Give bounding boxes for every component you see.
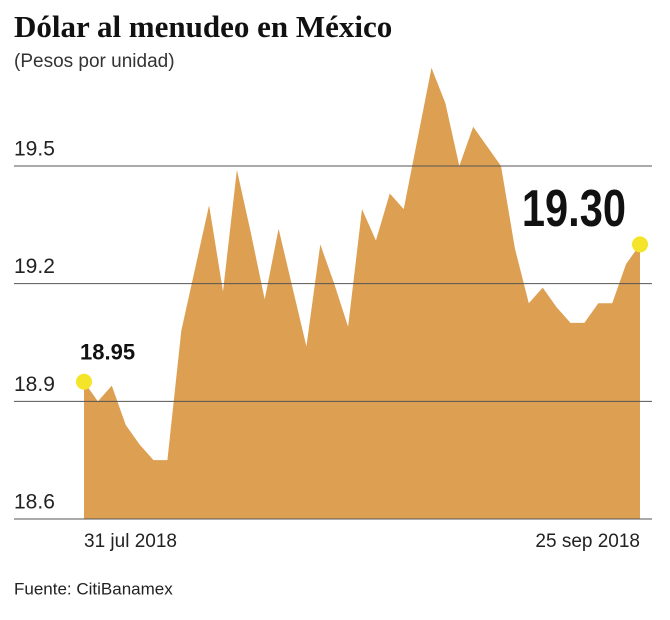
chart-subtitle: (Pesos por unidad) [14, 51, 175, 72]
area [84, 67, 640, 519]
y-tick-label: 19.2 [14, 255, 55, 278]
chart-title: Dólar al menudeo en México [14, 9, 392, 44]
highlight-point [632, 236, 648, 253]
x-tick-label: 31 jul 2018 [84, 531, 177, 552]
y-tick-label: 18.9 [14, 373, 55, 396]
value-label: 19.30 [522, 179, 626, 238]
source: Fuente: CitiBanamex [14, 579, 173, 598]
y-tick-label: 19.5 [14, 138, 55, 161]
highlight-point [76, 373, 92, 390]
y-tick-label: 18.6 [14, 491, 55, 514]
x-tick-label: 25 sep 2018 [535, 531, 640, 552]
value-label: 18.95 [80, 340, 135, 365]
